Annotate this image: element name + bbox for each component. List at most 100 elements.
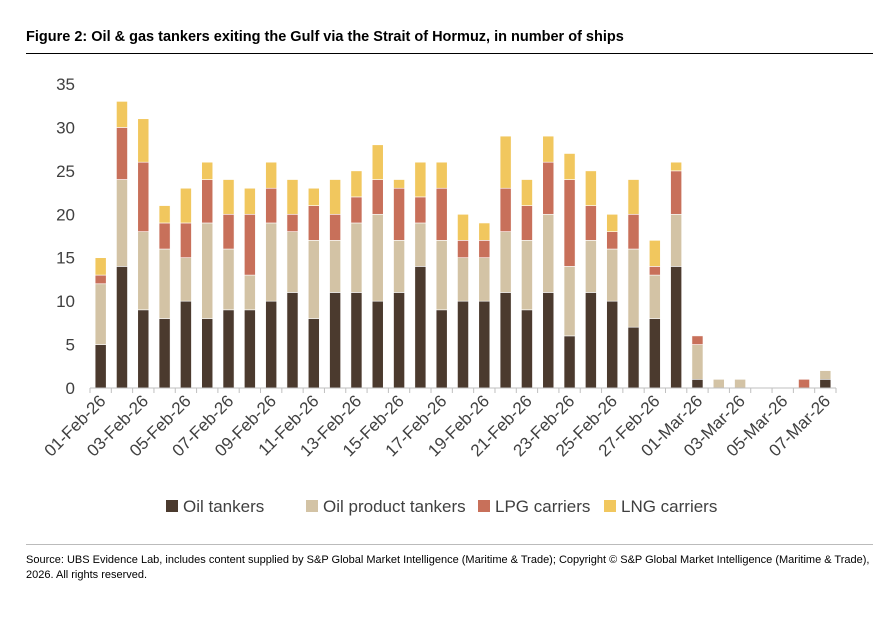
bar-segment: [542, 135, 555, 163]
bar-segment: [627, 179, 640, 215]
bar-segment: [627, 213, 640, 250]
bar-segment: [94, 283, 107, 345]
bar-segment: [585, 240, 597, 293]
bar-segment: [478, 240, 491, 259]
bar-segment: [670, 266, 682, 389]
bar-segment: [798, 379, 810, 389]
bar-segment: [94, 274, 107, 285]
bar-segment: [116, 179, 128, 267]
bar-segment: [371, 300, 384, 389]
bar-segment: [414, 161, 427, 198]
legend-swatch: [604, 500, 616, 512]
legend-swatch: [478, 500, 490, 512]
bar-segment: [158, 222, 171, 250]
bar-segment: [222, 179, 235, 215]
bar-segment: [371, 179, 384, 215]
legend: Oil tankers Oil product tankers LPG carrie…: [166, 497, 717, 516]
y-tick-label: 5: [66, 336, 75, 355]
bar-segment: [648, 274, 661, 319]
bar-segment: [286, 179, 299, 215]
bar-segment: [158, 248, 171, 319]
legend-label: LNG carriers: [621, 497, 717, 516]
bar-segment: [435, 187, 448, 241]
bar-segment: [393, 187, 405, 241]
bar-segment: [414, 196, 427, 224]
bar-segment: [627, 326, 640, 389]
bar-segment: [691, 335, 704, 345]
figure-title: Figure 2: Oil & gas tankers exiting the …: [26, 29, 624, 45]
bar-segment: [478, 222, 491, 241]
bar-segment: [371, 213, 384, 302]
bar-segment: [265, 161, 278, 189]
bar-segment: [265, 187, 278, 224]
bar-segment: [734, 379, 746, 389]
x-axis: 01-Feb-2603-Feb-2605-Feb-2607-Feb-2609-F…: [41, 387, 837, 460]
y-tick-label: 20: [56, 205, 75, 224]
bar-segment: [691, 344, 704, 380]
legend-swatch: [166, 500, 178, 512]
bar-segment: [606, 231, 619, 250]
bar-segment: [265, 222, 278, 302]
bar-segment: [350, 170, 363, 198]
bar-segment: [137, 118, 150, 163]
bar-segment: [116, 127, 128, 180]
bar-segment: [286, 292, 299, 389]
bar-segment: [435, 240, 448, 311]
bar-segment: [393, 179, 405, 189]
bar-segment: [350, 222, 363, 293]
bar-segment: [94, 344, 107, 389]
bar-segment: [478, 257, 491, 302]
bars: [94, 101, 832, 389]
bar-segment: [307, 318, 320, 389]
bar-segment: [585, 205, 597, 241]
bar-segment: [670, 213, 682, 267]
bar-segment: [648, 266, 661, 276]
bar-segment: [371, 144, 384, 180]
legend-label: LPG carriers: [495, 497, 590, 516]
bar-segment: [329, 179, 341, 215]
bar-segment: [201, 318, 214, 389]
y-tick-label: 0: [66, 379, 75, 398]
bar-segment: [499, 231, 512, 293]
bar-segment: [542, 213, 555, 293]
bar-segment: [606, 248, 619, 302]
bar-segment: [670, 161, 682, 172]
bar-segment: [350, 196, 363, 224]
bar-segment: [712, 379, 725, 389]
bar-segment: [457, 240, 469, 259]
bar-segment: [414, 222, 427, 267]
y-tick-label: 10: [56, 292, 75, 311]
bar-segment: [137, 161, 150, 232]
title-divider: [26, 53, 873, 54]
bar-segment: [137, 231, 150, 311]
legend-label: Oil product tankers: [323, 497, 466, 516]
legend-label: Oil tankers: [183, 497, 264, 516]
bar-segment: [521, 309, 533, 389]
bar-segment: [393, 240, 405, 293]
bar-segment: [585, 292, 597, 389]
bar-segment: [521, 179, 533, 206]
bar-segment: [244, 213, 256, 276]
bar-segment: [244, 309, 256, 389]
bar-segment: [521, 205, 533, 241]
bar-segment: [563, 266, 576, 337]
source-divider: [26, 544, 873, 545]
bar-segment: [819, 370, 832, 380]
bar-segment: [180, 257, 192, 302]
bar-segment: [542, 292, 555, 389]
bar-segment: [521, 240, 533, 311]
bar-segment: [158, 205, 171, 224]
y-tick-label: 15: [56, 249, 75, 268]
bar-segment: [627, 248, 640, 328]
bar-segment: [329, 240, 341, 293]
bar-segment: [435, 161, 448, 189]
bar-segment: [307, 187, 320, 206]
source-note: Source: UBS Evidence Lab, includes conte…: [26, 554, 870, 581]
bar-segment: [329, 213, 341, 241]
bar-segment: [116, 266, 128, 389]
bar-segment: [499, 187, 512, 232]
stacked-bar-chart: 0 5 10 15 20 25 30 35 01-Feb-2603-Feb-2605-Feb-…: [41, 75, 837, 516]
bar-segment: [286, 213, 299, 232]
bar-segment: [201, 222, 214, 319]
bar-segment: [648, 240, 661, 267]
